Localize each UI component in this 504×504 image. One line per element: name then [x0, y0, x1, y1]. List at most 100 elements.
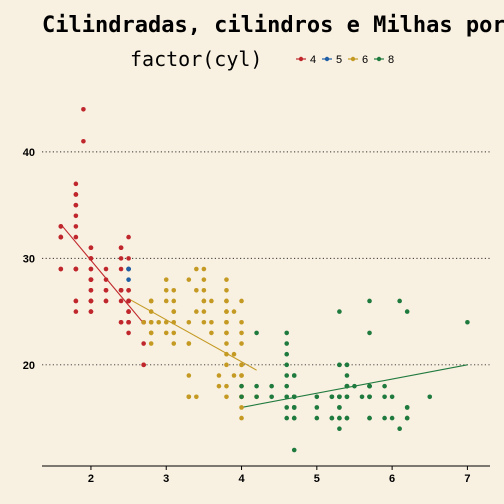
data-point	[291, 394, 297, 400]
data-point	[231, 351, 237, 357]
data-point	[352, 383, 357, 389]
data-point	[73, 213, 79, 219]
data-point	[186, 373, 192, 378]
data-point	[216, 383, 222, 389]
legend-key-point	[324, 56, 330, 62]
data-point	[126, 234, 131, 240]
y-tick-label: 30	[23, 253, 35, 265]
data-point	[88, 298, 94, 304]
data-point	[337, 426, 342, 432]
data-point	[382, 394, 387, 400]
data-point	[314, 405, 320, 410]
legend-entry-4: 4	[296, 54, 316, 66]
data-point	[224, 362, 229, 368]
legend-entry-5: 5	[322, 54, 342, 66]
y-tick-label: 20	[23, 360, 35, 372]
data-point	[224, 319, 229, 325]
x-tick-label: 2	[88, 473, 94, 485]
data-point	[404, 405, 410, 410]
data-point	[224, 383, 229, 389]
data-point	[118, 288, 124, 293]
legend-entry-8: 8	[374, 54, 394, 66]
data-point	[163, 288, 169, 293]
data-point	[216, 373, 222, 378]
data-point	[148, 298, 154, 304]
data-point	[254, 383, 259, 389]
data-point	[171, 298, 177, 304]
data-point	[141, 362, 146, 368]
trend-lines	[60, 223, 468, 408]
data-point	[126, 288, 131, 293]
data-point	[209, 319, 214, 325]
data-point	[156, 319, 162, 325]
data-point	[88, 256, 94, 261]
data-point	[194, 394, 199, 400]
data-point	[224, 341, 229, 346]
data-point	[201, 266, 207, 272]
data-point	[118, 298, 124, 304]
data-point	[88, 288, 94, 293]
data-point	[337, 405, 342, 410]
legend-label: 5	[336, 54, 342, 66]
data-point	[344, 362, 350, 368]
data-point	[224, 309, 229, 314]
data-point	[209, 298, 214, 304]
data-point	[88, 245, 94, 251]
data-point	[404, 415, 410, 421]
data-point	[201, 309, 207, 314]
data-point	[201, 288, 207, 293]
data-point	[163, 298, 169, 304]
data-point	[224, 277, 229, 282]
data-point	[126, 277, 131, 282]
x-tick-label: 6	[389, 473, 395, 485]
legend-label: 4	[310, 54, 316, 66]
x-tick-label: 7	[464, 473, 470, 485]
data-point	[118, 256, 124, 261]
data-point	[314, 394, 320, 400]
data-point	[224, 298, 229, 304]
legend: factor(cyl) 4 5 6 8	[130, 47, 394, 71]
data-point	[389, 394, 395, 400]
data-point	[209, 330, 214, 336]
data-point	[329, 394, 335, 400]
legend-key-point	[298, 56, 304, 62]
data-point	[88, 309, 94, 314]
legend-label: 8	[388, 54, 394, 66]
data-point	[239, 383, 244, 389]
x-tick-label: 5	[314, 473, 320, 485]
data-point	[291, 405, 297, 410]
data-point	[194, 266, 199, 272]
data-point	[118, 245, 124, 251]
data-point	[389, 415, 395, 421]
data-point	[329, 415, 335, 421]
y-axis: 20 30 40	[23, 147, 35, 372]
data-point	[239, 330, 244, 336]
data-point	[73, 202, 79, 208]
legend-title: factor(cyl)	[130, 47, 262, 71]
data-point	[337, 309, 342, 314]
data-point	[126, 330, 131, 336]
data-point	[201, 319, 207, 325]
data-point	[103, 288, 109, 293]
data-point	[148, 319, 154, 325]
data-point	[344, 373, 350, 378]
data-point	[126, 256, 131, 261]
legend-entry-6: 6	[348, 54, 368, 66]
data-point	[126, 319, 131, 325]
x-tick-label: 4	[238, 473, 245, 485]
data-point	[201, 277, 207, 282]
data-point	[367, 415, 372, 421]
data-point	[186, 319, 192, 325]
data-point	[103, 277, 109, 282]
data-point	[291, 447, 297, 453]
data-point	[171, 319, 177, 325]
data-point	[367, 394, 372, 400]
data-point	[284, 383, 290, 389]
x-axis: 2 3 4 5 6 7	[42, 465, 490, 485]
data-point	[88, 266, 94, 272]
series-cyl-5	[126, 266, 131, 282]
data-point	[239, 341, 244, 346]
data-point	[465, 319, 470, 325]
data-point	[231, 309, 237, 314]
